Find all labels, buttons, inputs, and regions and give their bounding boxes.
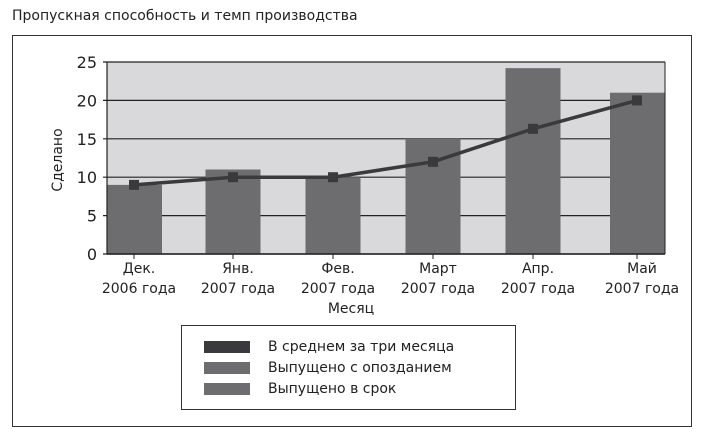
legend-swatch-average	[204, 341, 250, 353]
x-tick-label: Фев.	[321, 261, 354, 277]
bar-2	[305, 177, 361, 254]
chart-title: Пропускная способность и темп производст…	[12, 8, 358, 24]
average-marker-5	[632, 95, 642, 106]
x-tick-label: 2007 года	[605, 281, 679, 297]
x-tick-label: Дек.	[123, 261, 155, 277]
average-marker-1	[228, 172, 238, 183]
bar-0	[107, 184, 162, 254]
x-tick-label: Янв.	[222, 261, 254, 277]
y-tick-label: 25	[77, 53, 97, 72]
legend-label: Выпущено в срок	[268, 381, 397, 397]
x-tick-label: 2007 года	[301, 281, 375, 297]
average-line	[133, 98, 638, 187]
y-tick-label: 20	[77, 91, 97, 110]
legend-item-ontime: Выпущено в срок	[204, 380, 396, 398]
x-axis-label: Месяц	[328, 301, 374, 317]
x-tick-label: Март	[419, 261, 457, 277]
legend-item-average: В среднем за три месяца	[204, 338, 454, 356]
y-tick-label: 5	[87, 207, 97, 226]
y-axis-label: Сделано	[50, 128, 66, 191]
bar-5	[610, 92, 665, 254]
legend-swatch-late	[204, 362, 250, 374]
average-marker-0	[129, 179, 139, 190]
chart-frame	[12, 35, 692, 427]
legend-label: Выпущено с опозданием	[268, 360, 452, 376]
y-tick-label: 15	[77, 130, 97, 149]
y-tick-label: 10	[77, 168, 97, 187]
average-marker-4	[528, 123, 538, 134]
legend-label: В среднем за три месяца	[268, 339, 455, 355]
legend-item-late: Выпущено с опозданием	[204, 359, 452, 377]
x-tick-label: 2007 года	[401, 281, 475, 297]
legend-swatch-ontime	[204, 383, 250, 395]
legend: В среднем за три месяца Выпущено с опозд…	[181, 325, 516, 410]
x-tick-label: 2007 года	[501, 281, 575, 297]
plot-area	[107, 62, 665, 254]
average-marker-2	[328, 172, 338, 183]
x-tick-label: Апр.	[522, 261, 554, 277]
bar-1	[205, 169, 261, 254]
x-tick-label: 2007 года	[201, 281, 275, 297]
x-tick-label: Май	[627, 261, 657, 277]
y-tick-label: 0	[87, 245, 97, 264]
average-marker-3	[428, 156, 438, 167]
x-tick-label: 2006 года	[102, 281, 176, 297]
bar-4	[505, 68, 561, 254]
